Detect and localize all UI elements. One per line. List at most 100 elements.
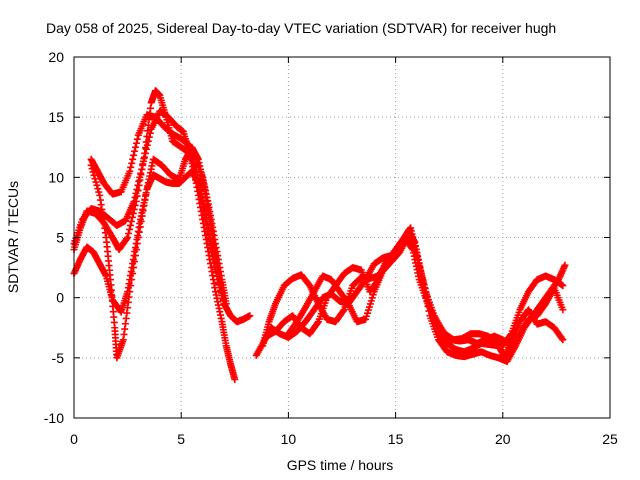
x-tick-label: 25 xyxy=(602,431,618,447)
data-point xyxy=(128,276,136,284)
data-point xyxy=(212,258,220,266)
y-axis-label: SDTVAR / TECUs xyxy=(5,181,21,293)
x-tick-label: 15 xyxy=(388,431,404,447)
data-point xyxy=(126,221,134,229)
data-point xyxy=(132,139,140,147)
data-point xyxy=(128,213,136,221)
data-point xyxy=(139,207,147,215)
data-point xyxy=(134,234,142,241)
data-point xyxy=(421,284,429,292)
data-point xyxy=(125,229,133,237)
data-point xyxy=(506,331,514,339)
data-point xyxy=(129,155,137,163)
data-point xyxy=(126,167,134,175)
data-point xyxy=(373,277,381,285)
x-tick-label: 20 xyxy=(495,431,511,447)
data-point xyxy=(136,176,144,184)
data-point xyxy=(133,240,141,248)
y-axis-tick-labels: -10 -5 0 5 10 15 20 xyxy=(44,49,64,426)
data-point xyxy=(231,375,239,383)
data-point xyxy=(419,276,427,284)
data-point xyxy=(417,268,425,276)
data-point xyxy=(133,185,141,193)
y-tick-label: 10 xyxy=(48,169,64,185)
x-tick-label: 10 xyxy=(281,431,297,447)
data-point xyxy=(127,217,135,225)
data-point xyxy=(131,252,139,260)
data-point xyxy=(418,272,426,280)
data-point xyxy=(133,135,141,143)
data-point xyxy=(558,334,566,342)
series-day-e xyxy=(70,87,220,266)
data-point xyxy=(559,282,567,290)
data-point xyxy=(414,256,422,264)
y-tick-label: 15 xyxy=(48,109,64,125)
data-point xyxy=(135,228,143,236)
data-series xyxy=(70,87,569,383)
data-point xyxy=(138,165,146,173)
data-point xyxy=(127,163,135,171)
data-point xyxy=(138,212,146,220)
data-point xyxy=(136,223,144,231)
data-point xyxy=(130,205,138,213)
data-point xyxy=(90,171,98,179)
data-point xyxy=(140,201,148,209)
data-point xyxy=(131,147,139,155)
y-tick-label: 0 xyxy=(56,290,64,306)
data-point xyxy=(92,178,100,186)
data-point xyxy=(132,246,140,254)
data-point xyxy=(124,234,132,241)
data-point xyxy=(141,196,149,204)
data-point xyxy=(130,264,138,272)
data-point xyxy=(134,187,142,195)
data-point xyxy=(140,155,148,163)
data-point xyxy=(559,336,567,344)
data-point xyxy=(131,143,139,151)
x-tick-label: 5 xyxy=(177,431,185,447)
data-point xyxy=(135,181,143,189)
y-tick-label: 5 xyxy=(56,230,64,246)
data-point xyxy=(129,270,137,278)
data-point xyxy=(132,197,140,205)
data-point xyxy=(413,252,421,260)
data-point xyxy=(220,300,228,308)
data-point xyxy=(420,280,428,288)
data-point xyxy=(559,306,567,314)
data-point xyxy=(126,225,134,233)
data-point xyxy=(137,217,145,225)
axis-ticks xyxy=(73,56,611,419)
data-point xyxy=(93,181,101,189)
data-point xyxy=(561,261,569,269)
data-point xyxy=(87,161,95,169)
data-point xyxy=(416,264,424,272)
data-point xyxy=(94,185,102,193)
data-point xyxy=(130,151,138,159)
data-point xyxy=(88,165,96,173)
data-point xyxy=(339,307,347,315)
y-tick-label: 20 xyxy=(48,49,64,65)
grid-lines xyxy=(74,57,610,418)
x-axis-label: GPS time / hours xyxy=(287,457,394,473)
chart-title: Day 058 of 2025, Sidereal Day-to-day VTE… xyxy=(46,20,556,36)
data-point xyxy=(313,319,321,327)
series-day-d xyxy=(87,143,228,362)
data-point xyxy=(127,282,135,290)
data-point xyxy=(129,209,137,217)
data-point xyxy=(131,201,139,209)
data-point xyxy=(128,159,136,167)
series-day-i xyxy=(263,224,567,350)
data-point xyxy=(89,168,97,176)
data-point xyxy=(95,188,103,196)
data-point xyxy=(139,160,147,168)
data-point xyxy=(415,260,423,268)
x-tick-label: 0 xyxy=(70,431,78,447)
data-point xyxy=(126,288,134,296)
data-point xyxy=(123,235,131,243)
x-axis-tick-labels: 0 5 10 15 20 25 xyxy=(70,431,618,447)
data-point xyxy=(131,258,139,266)
data-point xyxy=(142,191,150,199)
data-point xyxy=(133,192,141,200)
y-tick-label: -10 xyxy=(44,410,64,426)
y-tick-label: -5 xyxy=(52,350,65,366)
